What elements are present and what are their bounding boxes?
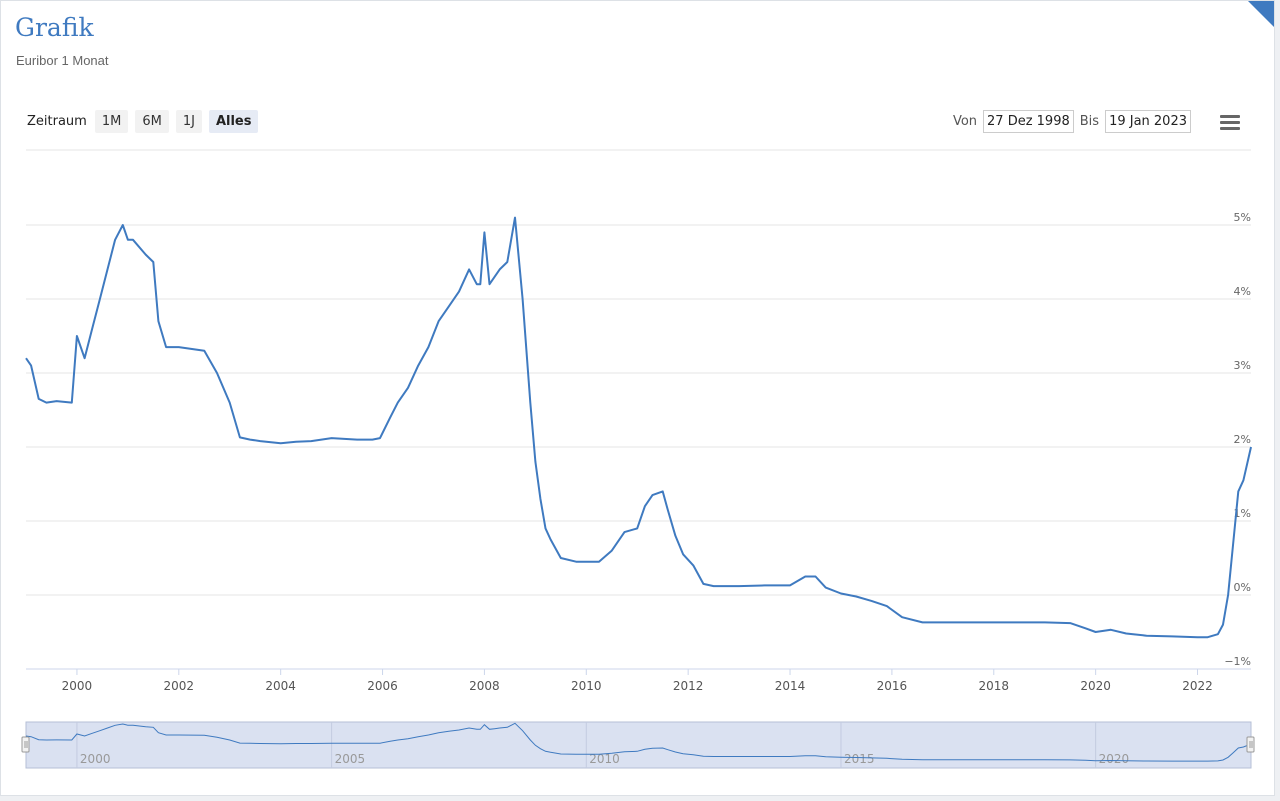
- chart-subtitle: Euribor 1 Monat: [16, 53, 109, 68]
- range-selector: Zeitraum 1M 6M 1J Alles: [27, 110, 265, 133]
- to-label: Bis: [1079, 114, 1100, 129]
- y-tick-label: 0%: [1234, 581, 1251, 594]
- to-date-input[interactable]: 19 Jan 2023: [1105, 110, 1191, 133]
- range-button-6m[interactable]: 6M: [135, 110, 169, 133]
- navigator-tick-label: 2015: [844, 752, 875, 766]
- range-button-alles[interactable]: Alles: [208, 110, 259, 133]
- x-tick-label: 2012: [673, 679, 704, 693]
- from-date-input[interactable]: 27 Dez 1998: [983, 110, 1074, 133]
- x-tick-label: 2006: [367, 679, 398, 693]
- x-tick-label: 2010: [571, 679, 602, 693]
- x-tick-label: 2002: [164, 679, 195, 693]
- navigator-tick-label: 2020: [1099, 752, 1130, 766]
- navigator-series-line: [25, 722, 1252, 762]
- x-tick-label: 2022: [1182, 679, 1213, 693]
- x-tick-label: 2000: [62, 679, 93, 693]
- x-tick-label: 2016: [877, 679, 908, 693]
- range-button-1m[interactable]: 1M: [94, 110, 129, 133]
- y-tick-label: 5%: [1234, 211, 1251, 224]
- x-tick-label: 2014: [775, 679, 806, 693]
- x-tick-label: 2004: [265, 679, 296, 693]
- y-tick-label: 2%: [1234, 433, 1251, 446]
- navigator-mask: [25, 721, 1252, 769]
- x-tick-label: 2020: [1080, 679, 1111, 693]
- date-range: Von 27 Dez 1998 Bis 19 Jan 2023: [953, 110, 1197, 133]
- series-line: [25, 216, 1252, 639]
- range-button-1j[interactable]: 1J: [175, 110, 202, 133]
- x-tick-label: 2008: [469, 679, 500, 693]
- navigator-tick-label: 2000: [80, 752, 111, 766]
- y-tick-label: 1%: [1234, 507, 1251, 520]
- hamburger-menu-icon[interactable]: [1220, 115, 1240, 131]
- navigator-tick-label: 2005: [335, 752, 366, 766]
- y-tick-label: −1%: [1224, 655, 1251, 668]
- navigator-tick-label: 2010: [589, 752, 620, 766]
- corner-fold-icon[interactable]: [1248, 1, 1274, 27]
- from-label: Von: [952, 114, 978, 129]
- range-selector-label: Zeitraum: [27, 114, 87, 129]
- x-tick-label: 2018: [979, 679, 1010, 693]
- y-tick-label: 4%: [1234, 285, 1251, 298]
- y-tick-label: 3%: [1234, 359, 1251, 372]
- chart-title: Grafik: [15, 13, 94, 42]
